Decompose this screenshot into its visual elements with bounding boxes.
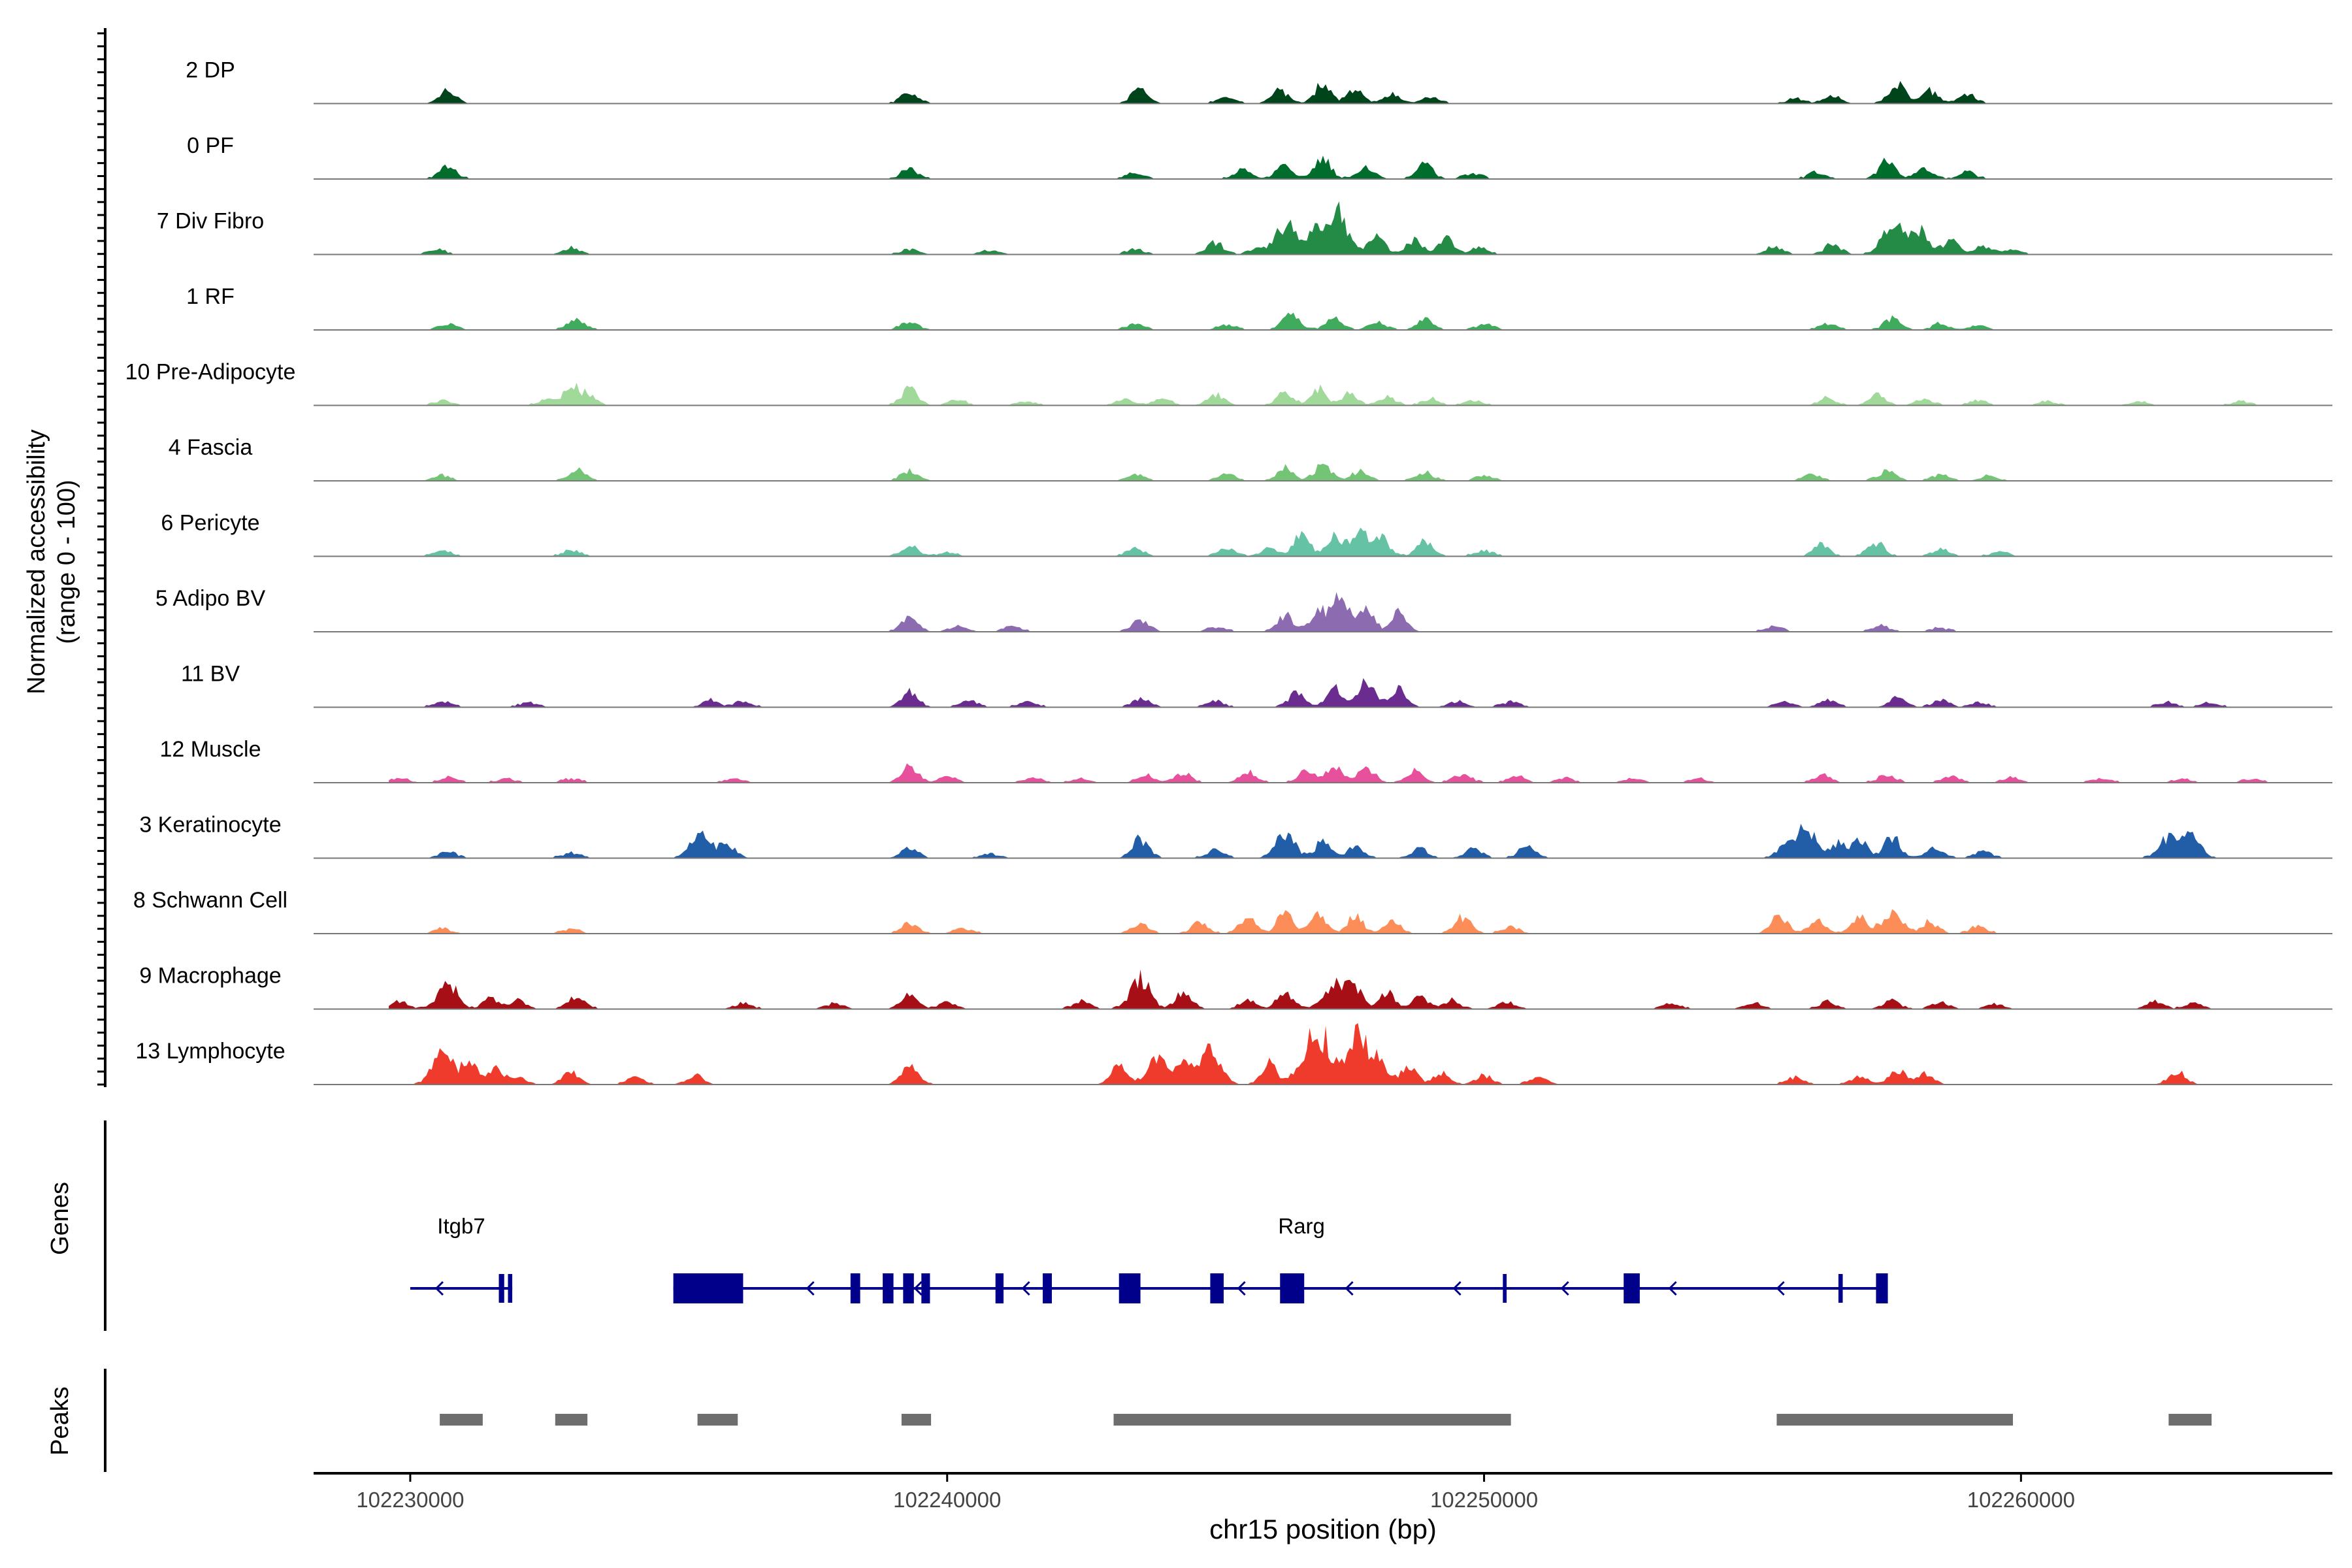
coverage-area [389, 527, 2268, 557]
track-label: 4 Fascia [169, 435, 253, 460]
peak-region [440, 1414, 483, 1426]
track-label: 2 DP [186, 58, 235, 83]
peak-region [1776, 1414, 2014, 1426]
peak-region [2168, 1414, 2212, 1426]
gene-exon [883, 1273, 894, 1303]
coverage-area [389, 1023, 2268, 1085]
track-row: 8 Schwann Cell [133, 888, 2332, 934]
coverage-area [389, 763, 2268, 783]
gene-exon [995, 1273, 1004, 1303]
track-label: 12 Muscle [160, 737, 261, 762]
track-label: 3 Keratinocyte [139, 813, 281, 838]
coverage-axis [97, 28, 106, 1087]
coverage-area [389, 312, 2268, 330]
track-row: 11 BV [181, 662, 2332, 708]
gene-exon [1043, 1273, 1052, 1303]
strand-arrow [1776, 1281, 1785, 1296]
strand-arrow [1668, 1281, 1677, 1296]
coverage-area [389, 909, 2268, 934]
strand-arrow [1345, 1281, 1354, 1296]
gene-exon [673, 1273, 743, 1303]
track-row: 2 DP [186, 58, 2332, 105]
strand-arrow [1021, 1281, 1030, 1296]
track-row: 1 RF [186, 284, 2332, 331]
track-label: 9 Macrophage [139, 964, 281, 988]
gene-model: Itgb7 [410, 1214, 513, 1303]
coverage-area [389, 969, 2268, 1009]
strand-arrow [1237, 1281, 1246, 1296]
strand-arrow [1452, 1281, 1462, 1296]
gene-exon [1503, 1274, 1507, 1303]
track-row: 6 Pericyte [161, 511, 2332, 557]
gene-exon [1876, 1273, 1888, 1303]
coverage-area [389, 80, 2268, 104]
gene-exon [921, 1273, 930, 1303]
track-row: 10 Pre-Adipocyte [125, 360, 2332, 406]
track-row: 7 Div Fibro [157, 201, 2332, 255]
strand-arrow [1560, 1281, 1569, 1296]
x-axis-title: chr15 position (bp) [1209, 1514, 1437, 1544]
coverage-area [389, 155, 2268, 179]
track-label: 8 Schwann Cell [133, 888, 287, 913]
x-tick-label: 102260000 [1967, 1488, 2075, 1512]
x-tick-label: 102240000 [893, 1488, 1001, 1512]
coverage-area [389, 463, 2268, 481]
genes-panel-label: Genes [46, 1182, 74, 1255]
gene-model: Rarg [673, 1214, 1888, 1303]
track-label: 5 Adipo BV [155, 586, 266, 611]
gene-exon [850, 1273, 860, 1303]
y-axis-title: Normalized accessibility (range 0 - 100) [23, 429, 80, 694]
gene-exon [498, 1274, 504, 1303]
coverage-tracks: 2 DP 0 PF 7 Div Fibro 1 RF 10 Pre-Adipocyte 4… [125, 58, 2332, 1085]
coverage-area [389, 382, 2268, 406]
peak-panel: Peaks [46, 1369, 2212, 1472]
track-row: 9 Macrophage [139, 964, 2332, 1010]
gene-exon [1280, 1273, 1305, 1303]
peak-region [901, 1414, 932, 1426]
track-label: 10 Pre-Adipocyte [125, 360, 296, 385]
gene-exon [508, 1274, 513, 1303]
track-row: 5 Adipo BV [155, 586, 2332, 632]
gene-exon [1838, 1274, 1843, 1303]
x-tick-label: 102230000 [356, 1488, 464, 1512]
track-label: 0 PF [187, 133, 234, 158]
track-label: 1 RF [186, 284, 235, 309]
coverage-area [389, 201, 2268, 255]
track-label: 7 Div Fibro [157, 209, 264, 234]
strand-arrow [913, 1281, 923, 1296]
gene-exon [1119, 1273, 1141, 1303]
track-label: 13 Lymphocyte [135, 1039, 285, 1064]
track-label: 11 BV [181, 662, 240, 687]
track-row: 3 Keratinocyte [139, 813, 2332, 859]
track-row: 0 PF [187, 133, 2332, 180]
coverage-area [389, 592, 2268, 632]
track-label: 6 Pericyte [161, 511, 259, 536]
peak-region [697, 1414, 738, 1426]
strand-arrow [806, 1281, 815, 1296]
y-axis-title-line1: Normalized accessibility [23, 429, 50, 694]
y-axis-title-line2: (range 0 - 100) [53, 480, 80, 644]
peak-region [555, 1414, 588, 1426]
x-axis: chr15 position (bp) 102230000 102240000 10… [314, 1472, 2332, 1544]
strand-arrow [434, 1281, 444, 1296]
gene-exon [903, 1273, 914, 1303]
track-row: 13 Lymphocyte [135, 1023, 2332, 1085]
gene-name-label: Rarg [1278, 1214, 1325, 1238]
peaks-panel-label: Peaks [46, 1386, 74, 1456]
peak-region [1113, 1414, 1511, 1426]
gene-exon [1624, 1273, 1640, 1303]
coverage-area [389, 678, 2268, 708]
track-row: 4 Fascia [169, 435, 2332, 482]
coverage-area [389, 823, 2268, 858]
gene-panel: Genes Itgb7 Rarg [46, 1120, 1888, 1331]
x-tick-label: 102250000 [1430, 1488, 1538, 1512]
track-row: 12 Muscle [160, 737, 2332, 783]
gene-exon [1210, 1273, 1224, 1303]
gene-name-label: Itgb7 [437, 1214, 485, 1238]
